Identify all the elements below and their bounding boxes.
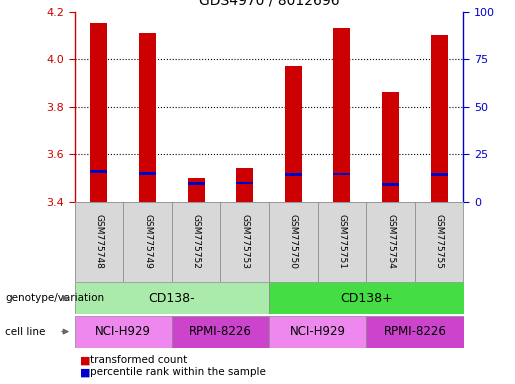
- Text: NCI-H929: NCI-H929: [95, 325, 151, 338]
- Text: GSM775748: GSM775748: [94, 215, 104, 269]
- Bar: [334, 173, 351, 175]
- Text: NCI-H929: NCI-H929: [290, 325, 346, 338]
- Bar: [91, 23, 108, 202]
- Text: CD138+: CD138+: [340, 292, 392, 305]
- Text: transformed count: transformed count: [90, 355, 187, 365]
- Bar: [366, 202, 415, 282]
- Bar: [285, 173, 302, 176]
- Title: GDS4970 / 8012696: GDS4970 / 8012696: [199, 0, 339, 8]
- Bar: [415, 202, 464, 282]
- Bar: [269, 202, 318, 282]
- Text: ■: ■: [80, 355, 90, 365]
- Text: RPMI-8226: RPMI-8226: [189, 325, 252, 338]
- Bar: [139, 172, 156, 175]
- Bar: [431, 173, 448, 176]
- Bar: [123, 202, 172, 282]
- Text: GSM775755: GSM775755: [435, 214, 444, 270]
- Text: ■: ■: [80, 367, 90, 377]
- Text: percentile rank within the sample: percentile rank within the sample: [90, 367, 266, 377]
- Bar: [220, 202, 269, 282]
- Text: GSM775749: GSM775749: [143, 215, 152, 269]
- Bar: [172, 316, 269, 348]
- Bar: [334, 28, 351, 202]
- Bar: [187, 178, 204, 202]
- Bar: [75, 316, 172, 348]
- Bar: [172, 202, 220, 282]
- Bar: [75, 202, 123, 282]
- Text: CD138-: CD138-: [148, 292, 195, 305]
- Text: GSM775753: GSM775753: [241, 214, 249, 270]
- Bar: [91, 170, 108, 173]
- Bar: [139, 33, 156, 202]
- Text: cell line: cell line: [5, 326, 45, 337]
- Bar: [236, 182, 253, 184]
- Bar: [366, 316, 464, 348]
- Text: RPMI-8226: RPMI-8226: [384, 325, 447, 338]
- Bar: [187, 182, 204, 185]
- Bar: [318, 202, 366, 282]
- Text: GSM775754: GSM775754: [386, 215, 395, 269]
- Bar: [75, 282, 269, 314]
- Bar: [236, 168, 253, 202]
- Text: GSM775752: GSM775752: [192, 215, 201, 269]
- Text: GSM775751: GSM775751: [337, 214, 347, 270]
- Bar: [382, 92, 399, 202]
- Text: genotype/variation: genotype/variation: [5, 293, 104, 303]
- Bar: [382, 183, 399, 186]
- Bar: [269, 316, 366, 348]
- Text: GSM775750: GSM775750: [289, 214, 298, 270]
- Bar: [431, 35, 448, 202]
- Bar: [285, 66, 302, 202]
- Bar: [269, 282, 464, 314]
